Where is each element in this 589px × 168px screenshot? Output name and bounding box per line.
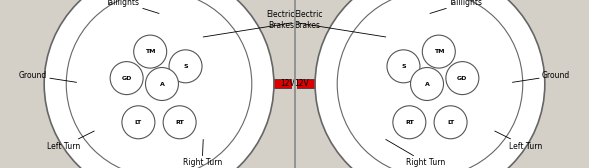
Text: S: S — [183, 64, 188, 69]
Ellipse shape — [393, 106, 426, 139]
Ellipse shape — [110, 62, 143, 95]
Text: Ground: Ground — [19, 71, 77, 82]
Text: A: A — [160, 81, 164, 87]
Text: GD: GD — [121, 76, 132, 81]
Text: TM: TM — [145, 49, 155, 54]
Text: Right Turn: Right Turn — [386, 139, 446, 167]
Ellipse shape — [145, 68, 178, 100]
Text: 12V: 12V — [280, 79, 294, 89]
Ellipse shape — [387, 50, 420, 83]
Ellipse shape — [446, 62, 479, 95]
Text: Left Turn: Left Turn — [495, 131, 542, 151]
Text: RT: RT — [405, 120, 413, 125]
Ellipse shape — [434, 106, 467, 139]
Text: A: A — [425, 81, 429, 87]
Ellipse shape — [44, 0, 274, 168]
Text: RT: RT — [176, 120, 184, 125]
Ellipse shape — [422, 35, 455, 68]
Text: 12V: 12V — [294, 79, 309, 89]
Text: Electric
Brakes: Electric Brakes — [203, 10, 323, 37]
Ellipse shape — [315, 0, 545, 168]
Text: TM: TM — [434, 49, 444, 54]
Ellipse shape — [169, 50, 202, 83]
Ellipse shape — [411, 68, 444, 100]
Text: GD: GD — [457, 76, 468, 81]
Text: Taillights: Taillights — [106, 0, 159, 13]
Ellipse shape — [163, 106, 196, 139]
Ellipse shape — [122, 106, 155, 139]
Text: Electric
Brakes: Electric Brakes — [266, 10, 386, 37]
Text: LT: LT — [135, 120, 142, 125]
Text: S: S — [401, 64, 406, 69]
Text: LT: LT — [447, 120, 454, 125]
Text: Ground: Ground — [512, 71, 570, 82]
Text: Left Turn: Left Turn — [47, 131, 94, 151]
Text: Taillights: Taillights — [430, 0, 483, 13]
Text: Right Turn: Right Turn — [183, 139, 222, 167]
Ellipse shape — [134, 35, 167, 68]
